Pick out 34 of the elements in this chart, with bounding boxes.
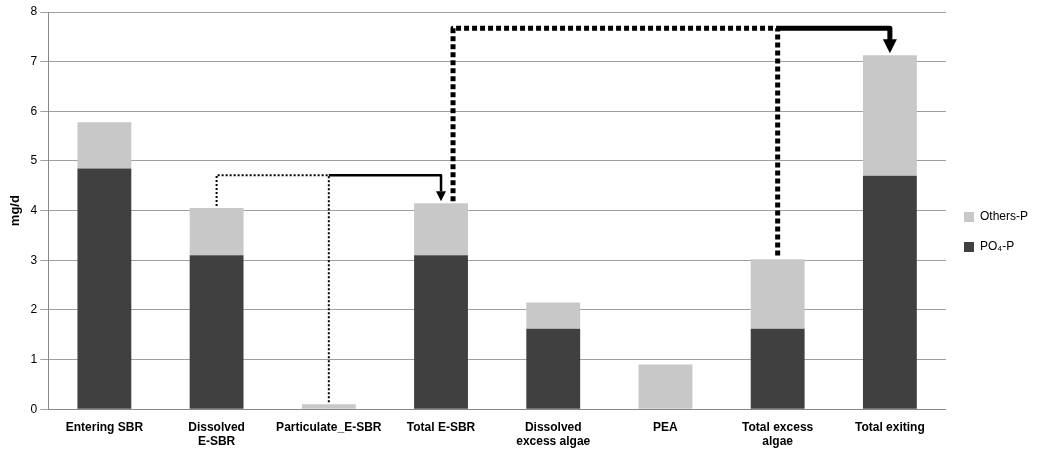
bar xyxy=(77,168,132,409)
x-tick-label: Dissolved E-SBR xyxy=(188,419,245,449)
bar xyxy=(189,255,244,409)
y-tick-label: 2 xyxy=(30,302,38,317)
y-axis-title: mg/d xyxy=(7,195,23,227)
bar xyxy=(77,122,132,169)
y-tick-label: 8 xyxy=(30,4,38,19)
y-tick-label: 6 xyxy=(30,103,38,118)
bar xyxy=(414,255,468,409)
x-tick-label: Total E-SBR xyxy=(406,419,476,434)
bar xyxy=(862,175,917,409)
x-tick-label: Particulate_E-SBR xyxy=(276,419,382,434)
bar xyxy=(301,404,356,409)
bar xyxy=(189,208,244,256)
y-tick-label: 5 xyxy=(30,153,38,168)
bar xyxy=(862,55,917,176)
y-tick-label: 1 xyxy=(30,351,38,366)
bar xyxy=(750,259,805,329)
x-tick-label: PEA xyxy=(653,419,679,434)
bar xyxy=(638,364,693,409)
legend-label: Others-P xyxy=(979,209,1028,224)
y-tick-label: 7 xyxy=(30,53,38,68)
y-tick-label: 4 xyxy=(30,202,38,217)
x-tick-label: Dissolved excess algae xyxy=(516,419,591,449)
bar xyxy=(750,328,805,409)
bar xyxy=(526,302,581,329)
bar xyxy=(414,203,468,256)
bar xyxy=(526,328,581,409)
y-tick-label: 3 xyxy=(30,252,38,267)
legend-label: PO₄-P xyxy=(979,239,1015,254)
x-tick-label: Entering SBR xyxy=(65,419,144,434)
x-tick-label: Total excess algae xyxy=(742,419,814,449)
y-tick-label: 0 xyxy=(30,401,38,416)
x-tick-label: Total exiting xyxy=(854,419,925,434)
